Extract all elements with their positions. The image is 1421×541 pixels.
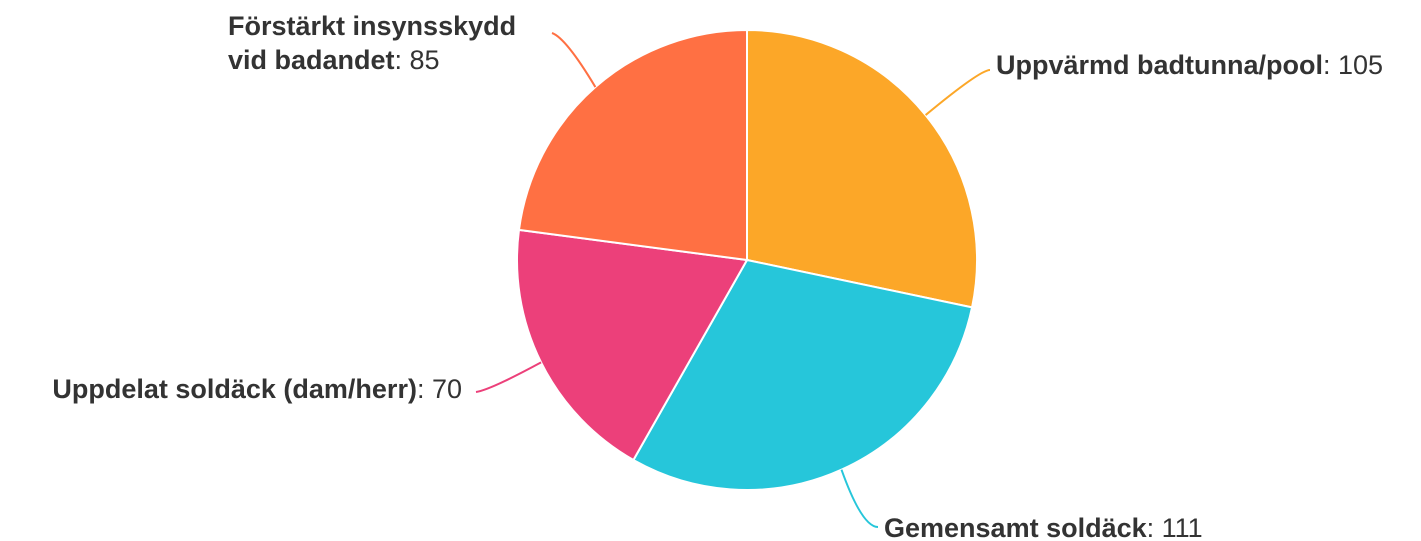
pie-slice[interactable] bbox=[517, 28, 748, 262]
slice-labels: Uppvärmd badtunna/pool: 105 Gemensamt sol… bbox=[52, 11, 1383, 541]
pie-slice[interactable] bbox=[746, 28, 978, 309]
slice-label: Uppvärmd badtunna/pool: 105 bbox=[996, 50, 1383, 80]
slice-label: Gemensamt soldäck: 111 bbox=[884, 513, 1203, 541]
label-connectors bbox=[475, 32, 991, 528]
label-connector bbox=[551, 32, 597, 88]
label-connector bbox=[475, 361, 542, 393]
pie-slices bbox=[516, 28, 978, 491]
label-connector bbox=[840, 469, 879, 528]
slice-label: Uppdelat soldäck (dam/herr): 70 bbox=[52, 374, 462, 404]
slice-label: Förstärkt insynsskydd vid badandet: 85 bbox=[228, 11, 516, 75]
pie-slice[interactable] bbox=[632, 258, 974, 491]
label-connector bbox=[924, 69, 991, 116]
